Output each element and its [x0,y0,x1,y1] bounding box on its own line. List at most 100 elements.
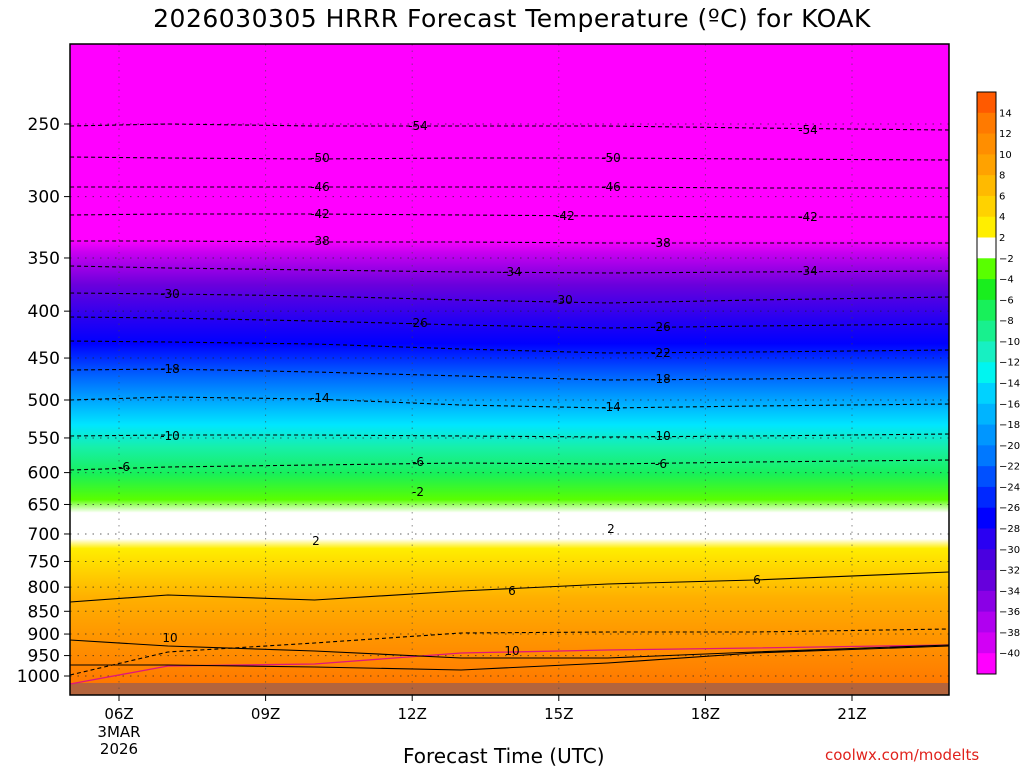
plot-frame [69,43,950,696]
colorbar-label: −16 [999,399,1020,410]
y-tick-label: 1000 [17,667,60,687]
x-tick-label: 12Z [398,705,427,723]
y-tick-label: 550 [28,429,60,449]
colorbar-label: −8 [999,316,1014,327]
colorbar-swatch [977,528,996,550]
colorbar-label: 14 [999,108,1012,119]
colorbar-label: −28 [999,524,1020,535]
colorbar-label: 12 [999,129,1012,140]
contour-label: -22 [651,346,671,360]
y-tick-label: 300 [28,188,60,208]
contour-label: -42 [798,210,818,224]
contour-label: -26 [408,316,428,330]
colorbar-label: 4 [999,212,1005,223]
contour-0 [69,644,950,685]
contour-label: -2 [412,485,424,499]
colorbar-label: −40 [999,649,1020,660]
colorbar-label: 2 [999,233,1005,244]
contour-label: -6 [118,460,130,474]
colorbar-frame [976,91,997,675]
contour--2 [69,628,950,676]
plot-area: -54 -54 -50 -50 -46 -46 -42 -42 -42 -38 -38 -34 -34 -… [69,43,950,696]
x-tick-label: 06Z [104,705,133,723]
x-tick-label: 18Z [691,705,720,723]
colorbar-swatch [977,570,996,592]
contour-label: -30 [553,293,573,307]
contour-label: 6 [753,573,761,587]
y-tick-label: 600 [28,464,60,484]
colorbar-swatch [977,466,996,488]
surface-band [70,683,949,695]
colorbar-swatch [977,632,996,654]
x-tick-label: 15Z [544,705,573,723]
y-tick-label: 500 [28,391,60,411]
contour-label: 2 [312,534,320,548]
colorbar-swatch [977,216,996,238]
contour-label: -6 [412,455,424,469]
x-tick-date-label: 3MAR [97,723,140,741]
colorbar-label: −10 [999,337,1020,348]
colorbar-swatch [977,112,996,134]
contour-label: 6 [508,584,516,598]
colorbar-label: −12 [999,358,1020,369]
y-tick-label: 450 [28,349,60,369]
contour-lines [69,123,950,685]
contour-label: 10 [162,631,177,645]
credit-link[interactable]: coolwx.com/modelts [825,746,980,764]
contour-label: -42 [555,209,575,223]
x-tick-date-label: 2026 [100,740,138,758]
colorbar-swatch [977,383,996,405]
colorbar-label: −18 [999,420,1020,431]
colorbar-label: −2 [999,254,1014,265]
colorbar-swatch [977,299,996,322]
chart-title: 2026030305 HRRR Forecast Temperature (ºC… [153,4,871,33]
x-tick-label: 09Z [251,705,280,723]
contour-label: -42 [310,207,330,221]
colorbar-label: −14 [999,379,1020,390]
y-tick-label: 350 [28,249,60,269]
colorbar-label: −36 [999,607,1020,618]
contour-10 [70,645,950,671]
colorbar-swatch [977,424,996,446]
colorbar-swatch [977,507,996,529]
colorbar-swatch [977,175,996,197]
x-axis-title: Forecast Time (UTC) [403,744,605,768]
y-tick-label: 800 [28,578,60,598]
colorbar-swatch [977,320,996,342]
colorbar-swatch [977,653,996,675]
contour-label: -18 [651,372,671,386]
colorbar-swatch [977,549,996,571]
contour-label: -46 [310,180,330,194]
contour-label: -50 [310,151,330,165]
colorbar-label: −24 [999,482,1020,493]
contour-label: 10 [504,644,519,658]
colorbar-label: −38 [999,628,1020,639]
colorbar-label: −6 [999,295,1014,306]
contour-label: -30 [160,287,180,301]
colorbar-label: 10 [999,150,1012,161]
y-tick-label: 750 [28,552,60,572]
contour-2 [70,639,950,659]
x-tick-label: 21Z [837,705,866,723]
y-tick-label: 650 [28,495,60,515]
colorbar-swatch [977,486,996,509]
contour-label: -34 [502,265,522,279]
colorbar-swatch [977,279,996,301]
colorbar-label: −22 [999,462,1020,473]
colorbar-swatch [977,403,996,425]
contour-label: -18 [160,362,180,376]
colorbar-swatch [977,154,996,176]
y-tick-label: 850 [28,602,60,622]
y-axis: 250 300 350 400 450 500 550 600 650 700 750 800 850 9… [17,115,70,687]
contour-label: -38 [651,236,671,250]
contour-label: -38 [310,234,330,248]
contour-label: -46 [601,180,621,194]
colorbar-label: 8 [999,171,1005,182]
colorbar-swatch [977,362,996,384]
contour-label: -54 [798,123,818,137]
colorbar-swatch [977,341,996,363]
y-tick-label: 950 [28,647,60,667]
contour-label: -26 [651,320,671,334]
